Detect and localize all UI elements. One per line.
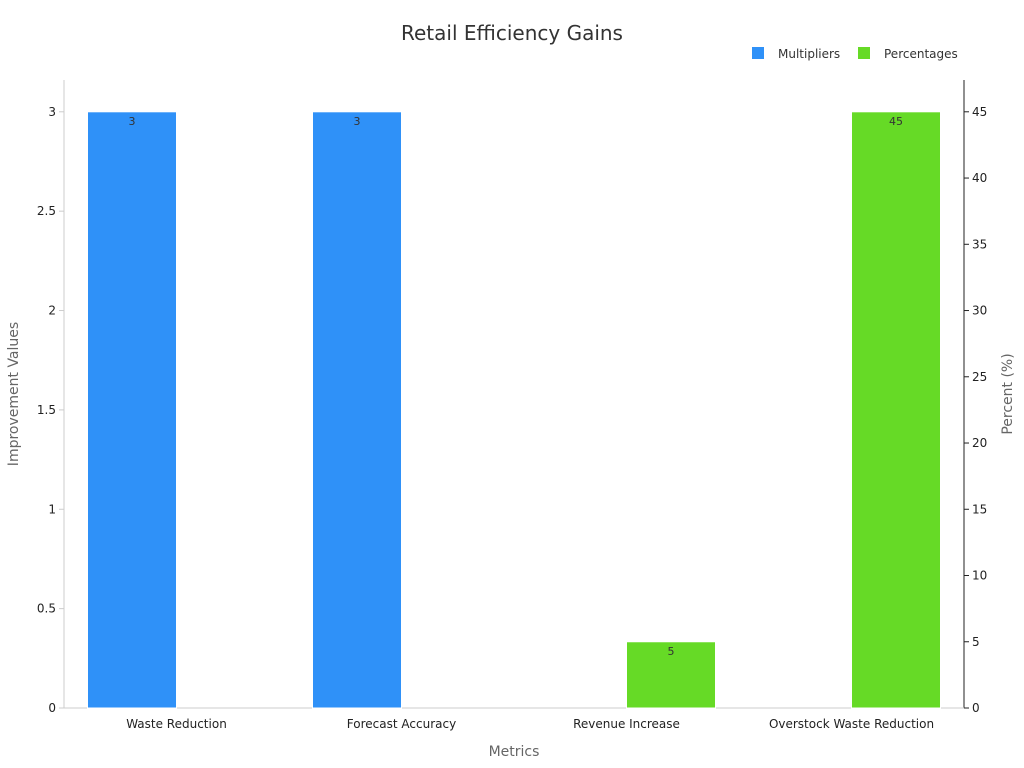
y-tick-label: 0 <box>48 701 56 715</box>
y-tick-label: 1 <box>48 502 56 516</box>
legend-swatch-multipliers <box>752 47 764 59</box>
bar-value-label: 3 <box>129 115 136 128</box>
y-axis-title: Improvement Values <box>6 322 22 466</box>
bar-multipliers <box>87 111 177 709</box>
x-axis-title: Metrics <box>489 744 540 760</box>
y-tick-label: 2.5 <box>37 204 56 218</box>
bar-multipliers <box>312 111 402 709</box>
y2-axis-title: Percent (%) <box>1000 353 1016 434</box>
right-axis-ticks: 0 5 10 15 20 25 30 35 40 45 <box>964 105 987 715</box>
bar-value-label: 5 <box>668 645 675 658</box>
x-axis-ticks: Waste Reduction Forecast Accuracy Revenue … <box>126 717 934 731</box>
data-labels: 3 3 5 45 <box>129 115 904 658</box>
x-tick-label: Waste Reduction <box>126 717 227 731</box>
bars <box>87 111 941 709</box>
legend-label-percentages: Percentages <box>884 47 958 61</box>
x-tick-label: Forecast Accuracy <box>347 717 456 731</box>
y-tick-label: 1.5 <box>37 403 56 417</box>
y2-tick-label: 25 <box>972 370 987 384</box>
y2-tick-label: 0 <box>972 701 980 715</box>
chart-title: Retail Efficiency Gains <box>401 21 623 45</box>
bar-percentages <box>851 111 941 709</box>
y2-tick-label: 45 <box>972 105 987 119</box>
y-tick-label: 0.5 <box>37 602 56 616</box>
y2-tick-label: 20 <box>972 436 987 450</box>
legend-label-multipliers: Multipliers <box>778 47 840 61</box>
y2-tick-label: 35 <box>972 237 987 251</box>
legend-swatch-percentages <box>858 47 870 59</box>
y2-tick-label: 30 <box>972 304 987 318</box>
legend: Multipliers Percentages <box>752 47 958 61</box>
x-tick-label: Overstock Waste Reduction <box>769 717 934 731</box>
bar-value-label: 3 <box>354 115 361 128</box>
y2-tick-label: 40 <box>972 171 987 185</box>
y2-tick-label: 10 <box>972 569 987 583</box>
bar-percentages <box>626 641 716 709</box>
bar-value-label: 45 <box>889 115 903 128</box>
y2-tick-label: 5 <box>972 635 980 649</box>
y2-tick-label: 15 <box>972 502 987 516</box>
y-tick-label: 3 <box>48 105 56 119</box>
x-tick-label: Revenue Increase <box>573 717 680 731</box>
y-tick-label: 2 <box>48 304 56 318</box>
left-axis-ticks: 0 0.5 1 1.5 2 2.5 3 <box>37 105 64 715</box>
axes <box>63 80 965 709</box>
